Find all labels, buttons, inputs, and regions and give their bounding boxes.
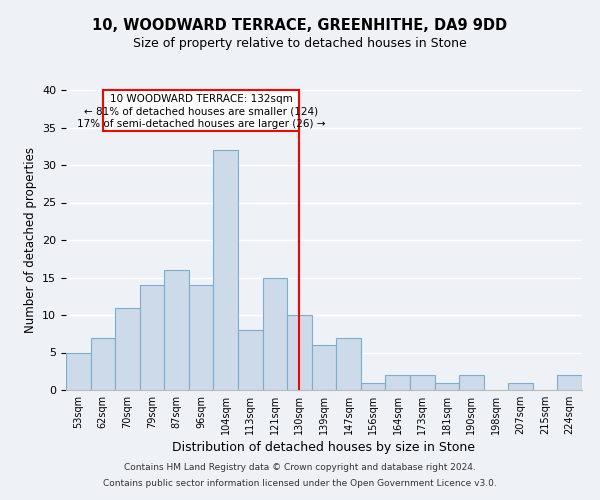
Bar (140, 285, 164, 390)
Bar (238, 330, 263, 390)
Bar (508, 382, 533, 390)
Bar (189, 285, 214, 390)
Bar (410, 375, 434, 390)
Text: 10, WOODWARD TERRACE, GREENHITHE, DA9 9DD: 10, WOODWARD TERRACE, GREENHITHE, DA9 9D… (92, 18, 508, 32)
Bar (434, 382, 459, 390)
Bar (91, 338, 115, 390)
Text: 17% of semi-detached houses are larger (26) →: 17% of semi-detached houses are larger (… (77, 119, 325, 129)
Bar (459, 375, 484, 390)
Bar (214, 150, 238, 390)
Bar (287, 315, 312, 390)
Text: ← 81% of detached houses are smaller (124): ← 81% of detached houses are smaller (12… (84, 106, 318, 117)
Bar (385, 375, 410, 390)
Text: Size of property relative to detached houses in Stone: Size of property relative to detached ho… (133, 38, 467, 51)
FancyBboxPatch shape (103, 90, 299, 131)
X-axis label: Distribution of detached houses by size in Stone: Distribution of detached houses by size … (173, 441, 476, 454)
Bar (336, 338, 361, 390)
Bar (66, 352, 91, 390)
Bar (164, 270, 189, 390)
Y-axis label: Number of detached properties: Number of detached properties (23, 147, 37, 333)
Text: Contains HM Land Registry data © Crown copyright and database right 2024.: Contains HM Land Registry data © Crown c… (124, 464, 476, 472)
Text: 10 WOODWARD TERRACE: 132sqm: 10 WOODWARD TERRACE: 132sqm (110, 94, 293, 104)
Text: Contains public sector information licensed under the Open Government Licence v3: Contains public sector information licen… (103, 478, 497, 488)
Bar (115, 308, 140, 390)
Bar (263, 278, 287, 390)
Bar (361, 382, 385, 390)
Bar (557, 375, 582, 390)
Bar (312, 345, 336, 390)
